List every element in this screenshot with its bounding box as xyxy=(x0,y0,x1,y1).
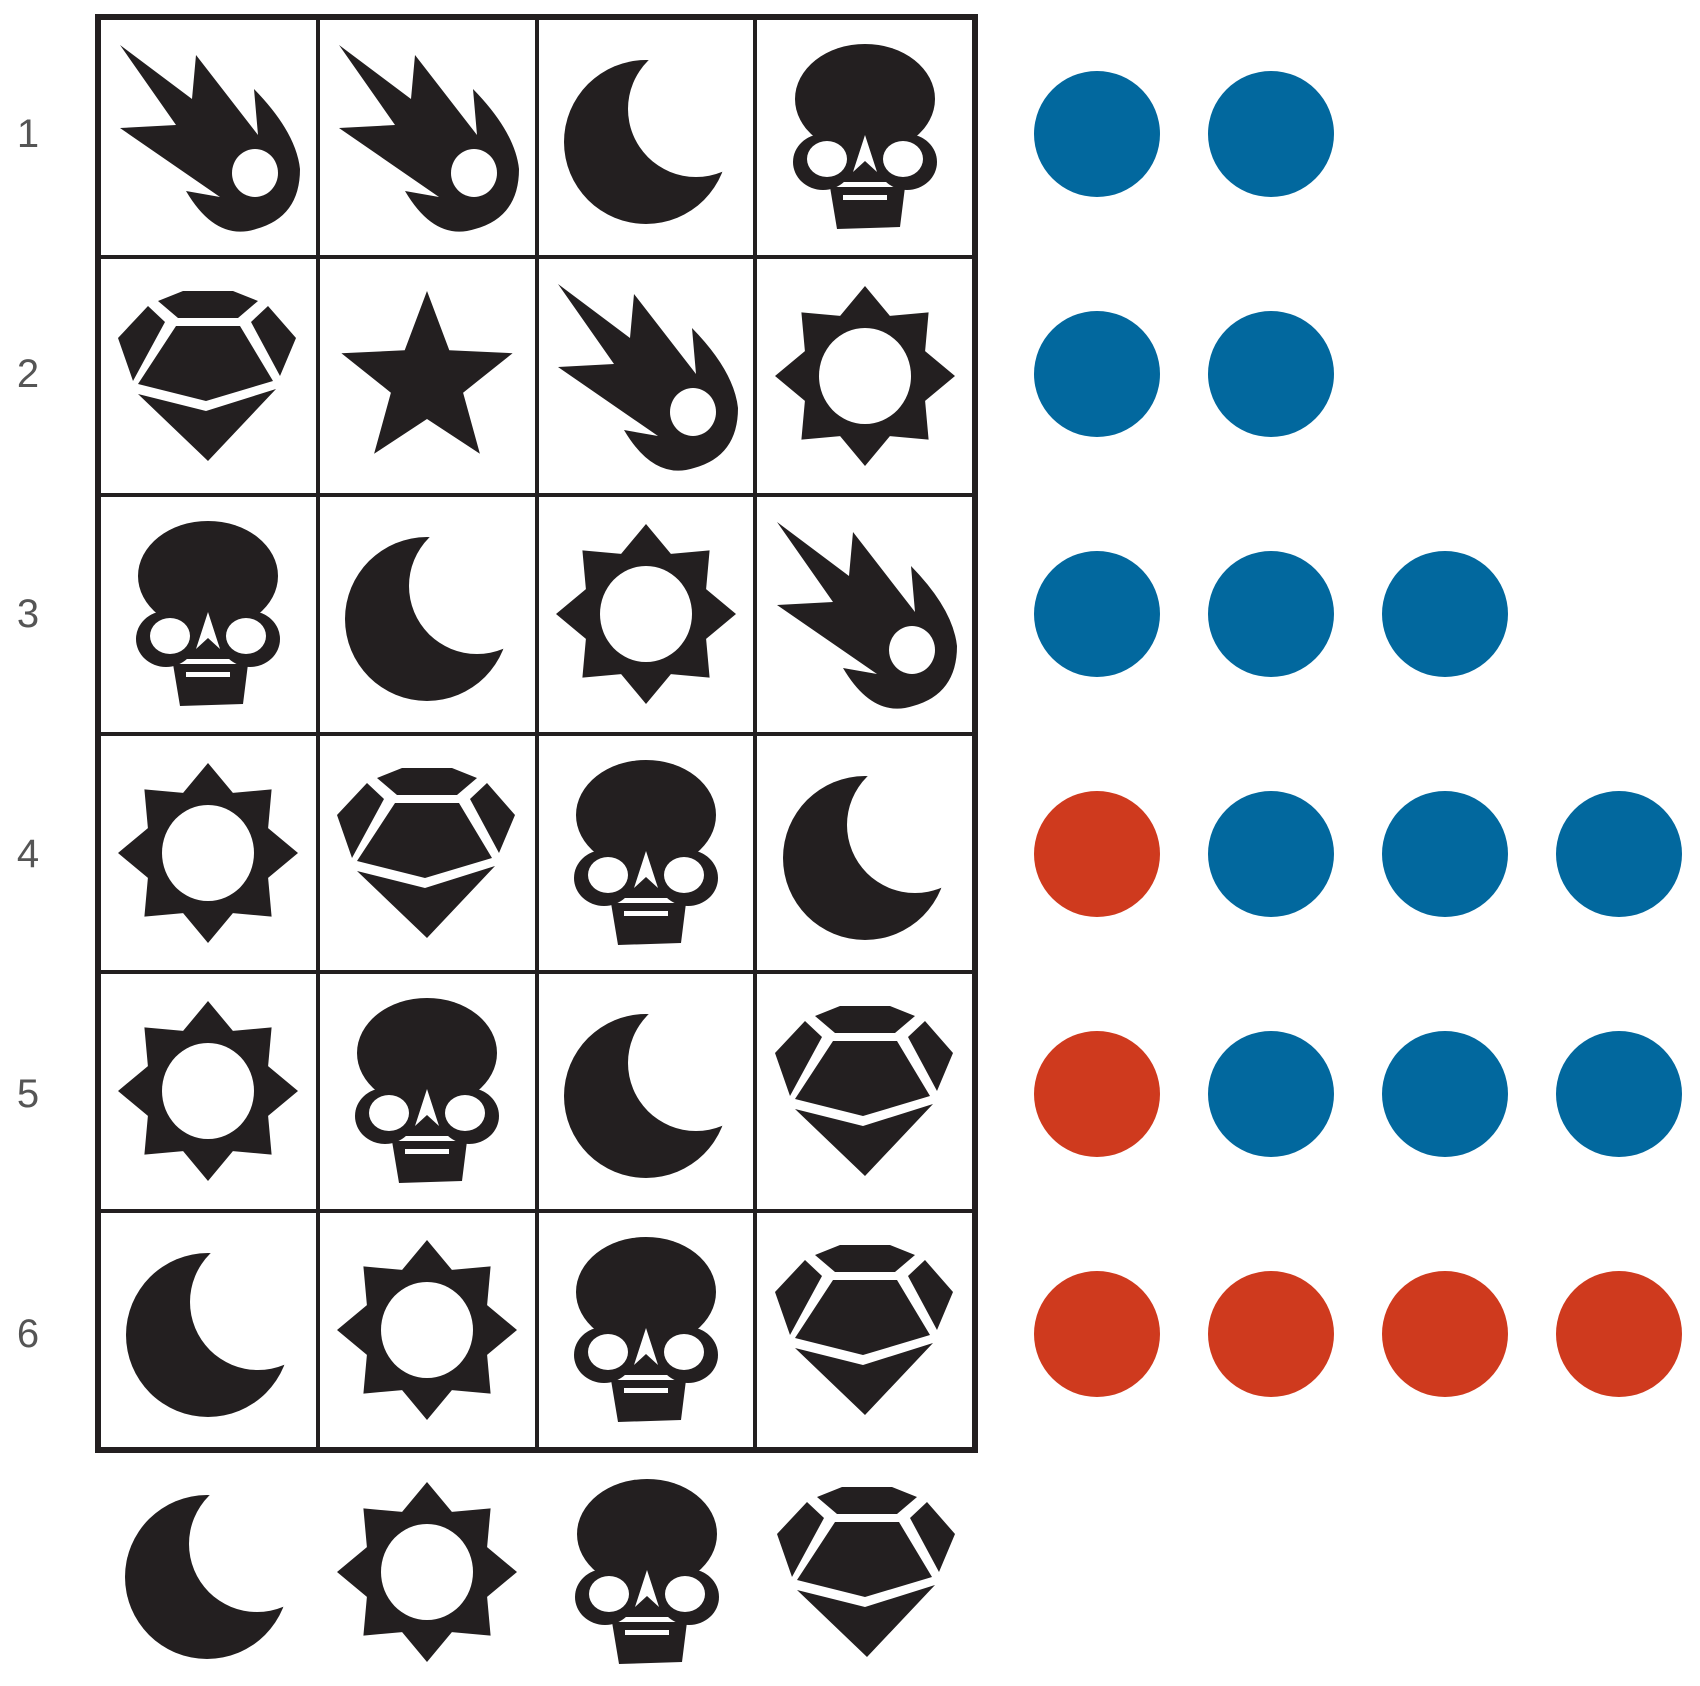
partial-peg xyxy=(1034,71,1160,197)
skull-icon xyxy=(765,37,965,237)
skull-icon xyxy=(546,753,746,953)
guess-cell xyxy=(538,258,754,493)
guess-cell xyxy=(319,1212,535,1447)
gem-icon xyxy=(765,991,965,1191)
sun-icon xyxy=(327,1472,527,1672)
answer-cell xyxy=(97,1472,317,1672)
guess-cell xyxy=(319,497,535,732)
comet-icon xyxy=(108,37,308,237)
skull-icon xyxy=(546,1230,746,1430)
gem-icon xyxy=(327,753,527,953)
partial-peg xyxy=(1034,551,1160,677)
exact-peg xyxy=(1034,1031,1160,1157)
gem-icon xyxy=(108,276,308,476)
moon-icon xyxy=(327,514,527,714)
sun-icon xyxy=(765,276,965,476)
answer-cell xyxy=(317,1472,537,1672)
guess-cell xyxy=(101,497,316,732)
feedback-pegs xyxy=(1034,791,1682,917)
row-label: 1 xyxy=(16,112,40,156)
guess-cell xyxy=(757,497,972,732)
feedback-pegs xyxy=(1034,1031,1682,1157)
partial-peg xyxy=(1208,1031,1334,1157)
guess-cell xyxy=(757,974,972,1209)
exact-peg xyxy=(1208,1271,1334,1397)
comet-icon xyxy=(327,37,527,237)
guess-cell xyxy=(319,974,535,1209)
star-icon xyxy=(327,276,527,476)
guess-cell xyxy=(319,20,535,255)
sun-icon xyxy=(546,514,746,714)
answer-cell xyxy=(537,1472,757,1672)
partial-peg xyxy=(1382,551,1508,677)
partial-peg xyxy=(1034,311,1160,437)
partial-peg xyxy=(1208,311,1334,437)
guess-cell xyxy=(757,1212,972,1447)
moon-icon xyxy=(546,37,746,237)
partial-peg xyxy=(1208,71,1334,197)
guess-cell xyxy=(538,735,754,970)
guess-board xyxy=(95,14,978,1453)
exact-peg xyxy=(1034,1271,1160,1397)
skull-icon xyxy=(327,991,527,1191)
sun-icon xyxy=(108,991,308,1191)
gem-icon xyxy=(767,1472,967,1672)
skull-icon xyxy=(547,1472,747,1672)
partial-peg xyxy=(1382,1031,1508,1157)
guess-cell xyxy=(319,258,535,493)
guess-cell xyxy=(757,258,972,493)
moon-icon xyxy=(107,1472,307,1672)
comet-icon xyxy=(546,276,746,476)
moon-icon xyxy=(765,753,965,953)
row-label: 6 xyxy=(16,1312,40,1356)
moon-icon xyxy=(108,1230,308,1430)
feedback-pegs xyxy=(1034,1271,1682,1397)
feedback-pegs xyxy=(1034,311,1334,437)
answer-cell xyxy=(757,1472,977,1672)
exact-peg xyxy=(1382,1271,1508,1397)
feedback-pegs xyxy=(1034,71,1334,197)
guess-cell xyxy=(101,1212,316,1447)
exact-peg xyxy=(1556,1271,1682,1397)
moon-icon xyxy=(546,991,746,1191)
comet-icon xyxy=(765,514,965,714)
partial-peg xyxy=(1208,551,1334,677)
partial-peg xyxy=(1382,791,1508,917)
row-label: 4 xyxy=(16,832,40,876)
sun-icon xyxy=(327,1230,527,1430)
row-label: 5 xyxy=(16,1072,40,1116)
partial-peg xyxy=(1208,791,1334,917)
feedback-pegs xyxy=(1034,551,1508,677)
guess-cell xyxy=(757,735,972,970)
guess-cell xyxy=(101,20,316,255)
partial-peg xyxy=(1556,1031,1682,1157)
guess-cell xyxy=(101,974,316,1209)
exact-peg xyxy=(1034,791,1160,917)
sun-icon xyxy=(108,753,308,953)
guess-cell xyxy=(319,735,535,970)
gem-icon xyxy=(765,1230,965,1430)
guess-cell xyxy=(538,1212,754,1447)
skull-icon xyxy=(108,514,308,714)
guess-cell xyxy=(538,497,754,732)
guess-cell xyxy=(101,258,316,493)
guess-cell xyxy=(757,20,972,255)
guess-cell xyxy=(538,20,754,255)
partial-peg xyxy=(1556,791,1682,917)
guess-cell xyxy=(538,974,754,1209)
row-label: 2 xyxy=(16,352,40,396)
row-label: 3 xyxy=(16,592,40,636)
guess-cell xyxy=(101,735,316,970)
